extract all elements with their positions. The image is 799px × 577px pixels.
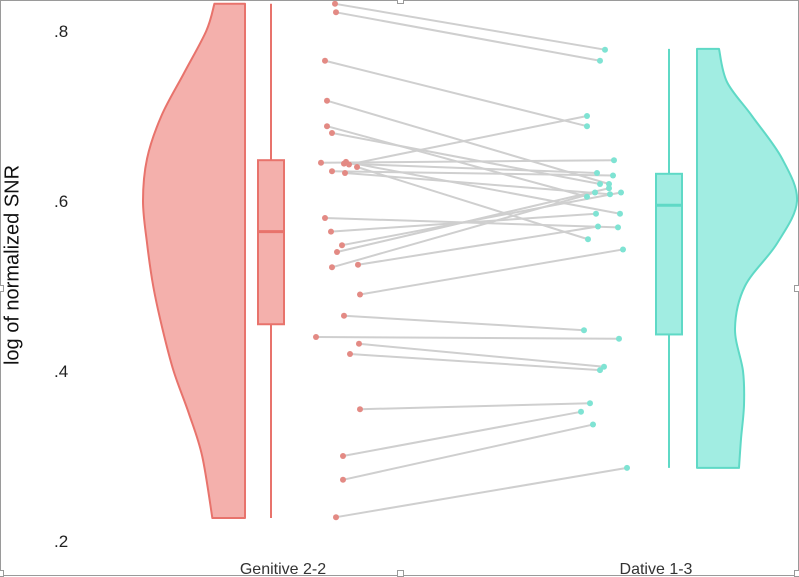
genitive-point <box>340 453 346 459</box>
resize-handle-right[interactable] <box>794 285 799 292</box>
dative-point <box>597 367 603 374</box>
dative-point <box>602 46 608 53</box>
pair-line <box>345 160 621 215</box>
dative-point <box>597 57 603 64</box>
dative-point <box>607 191 613 198</box>
y-tick-label: .4 <box>54 362 68 381</box>
genitive-point <box>357 291 363 298</box>
pair-line <box>358 342 605 368</box>
genitive-point <box>334 249 340 255</box>
genitive-point <box>313 334 319 340</box>
dative-point <box>616 335 622 342</box>
pair-line <box>336 187 610 253</box>
pair-line <box>324 59 588 128</box>
genitive-point <box>324 123 330 130</box>
genitive-point <box>342 169 348 176</box>
pair-line <box>320 159 615 164</box>
genitive-point <box>333 9 339 16</box>
pair-line <box>357 225 599 266</box>
genitive-point <box>341 160 347 167</box>
genitive-density <box>142 2 246 520</box>
dative-point <box>617 210 623 217</box>
pair-line <box>335 11 601 62</box>
pair-line <box>331 170 614 177</box>
dative-point <box>584 123 590 130</box>
dative-point <box>587 400 593 407</box>
x-tick-label: Dative 1-3 <box>620 561 693 576</box>
pair-line <box>326 99 610 185</box>
dative-point <box>585 236 591 243</box>
dative-point <box>597 181 603 187</box>
pair-line <box>315 336 620 340</box>
dative-point <box>581 327 587 334</box>
genitive-point <box>322 215 328 221</box>
resize-handle-top[interactable] <box>397 0 404 4</box>
dative-density <box>696 47 799 469</box>
pair-line <box>344 171 611 196</box>
pair-line <box>342 423 594 481</box>
genitive-point <box>346 161 352 168</box>
genitive-point <box>333 514 339 521</box>
genitive-box <box>257 159 285 326</box>
genitive-point <box>341 312 347 319</box>
x-tick-label: Genitive 2-2 <box>240 561 326 576</box>
pair-line <box>356 166 589 241</box>
y-tick-label: .8 <box>54 22 68 41</box>
genitive-point <box>328 228 334 235</box>
genitive-point <box>329 168 335 175</box>
genitive-point <box>329 264 335 271</box>
y-tick-label: .2 <box>54 532 68 551</box>
dative-point <box>590 421 596 428</box>
dative-point <box>594 169 600 176</box>
genitive-point <box>355 261 361 268</box>
dative-point <box>578 408 584 415</box>
genitive-point <box>354 164 360 170</box>
pair-line <box>359 248 624 296</box>
dative-point <box>584 113 590 119</box>
resize-handle-left[interactable] <box>0 285 4 292</box>
genitive-point <box>339 242 345 249</box>
pair-line <box>342 410 582 457</box>
pair-line <box>343 314 585 332</box>
dative-point <box>593 210 599 217</box>
genitive-point <box>356 340 362 347</box>
pair-line <box>348 115 588 166</box>
dative-point <box>606 181 612 187</box>
dative-point <box>595 223 601 230</box>
dative-point <box>611 157 617 164</box>
pair-line <box>349 353 601 372</box>
pair-line <box>343 162 598 174</box>
dative-point <box>620 246 626 253</box>
genitive-point <box>318 159 324 166</box>
dative-point <box>615 224 621 231</box>
genitive-point <box>322 57 328 64</box>
pair-line <box>331 191 596 269</box>
genitive-point <box>324 97 330 104</box>
dative-box <box>655 172 683 336</box>
genitive-point <box>347 351 353 357</box>
dative-point <box>618 189 624 196</box>
genitive-point <box>332 0 338 7</box>
pair-line <box>335 466 628 519</box>
pair-line <box>334 2 606 51</box>
genitive-point <box>357 406 363 413</box>
dative-point <box>606 185 612 192</box>
y-tick-label: .6 <box>54 192 68 211</box>
pair-line <box>359 402 591 411</box>
dative-point <box>601 363 607 370</box>
dative-point <box>584 193 590 200</box>
dative-point <box>592 189 598 196</box>
dative-point <box>624 464 630 471</box>
genitive-point <box>329 130 335 136</box>
genitive-point <box>340 476 346 483</box>
dative-point <box>610 172 616 179</box>
